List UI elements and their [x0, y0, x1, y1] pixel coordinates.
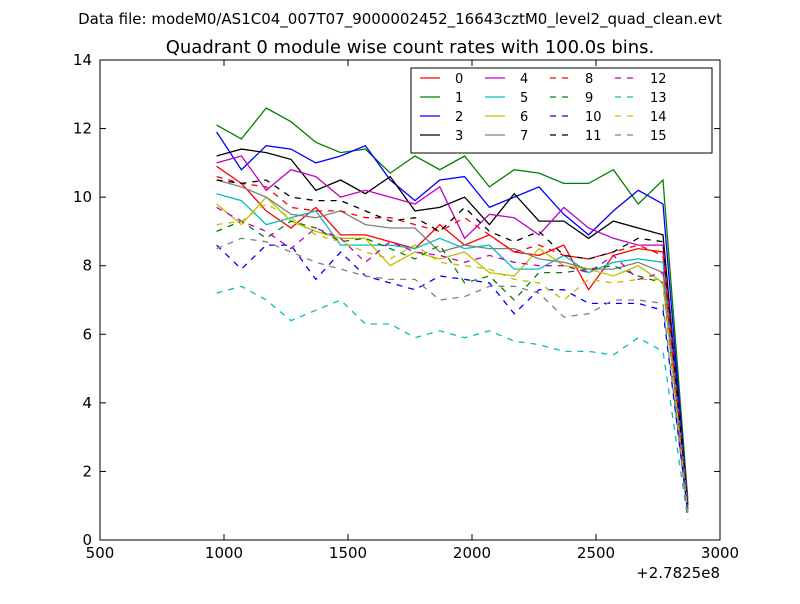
data-file-title: Data file: modeM0/AS1C04_007T07_90000024… — [78, 10, 722, 29]
legend-label-11: 11 — [585, 129, 602, 144]
series-line-2 — [216, 131, 689, 506]
x-offset-label: +2.7825e8 — [636, 564, 720, 582]
series-line-15 — [216, 237, 689, 517]
x-tick-label: 2500 — [577, 544, 615, 562]
legend-label-9: 9 — [585, 91, 593, 106]
legend-box — [410, 67, 713, 154]
legend-label-4: 4 — [520, 72, 528, 87]
series-line-10 — [216, 244, 689, 513]
y-tick-label: 14 — [73, 51, 92, 69]
series-lines — [216, 107, 689, 520]
legend-label-15: 15 — [650, 129, 667, 144]
x-tick-label: 3000 — [701, 544, 739, 562]
series-line-8 — [216, 175, 689, 510]
series-line-7 — [216, 179, 689, 513]
chart-title: Quadrant 0 module wise count rates with … — [166, 37, 655, 58]
y-tick-label: 10 — [73, 188, 92, 206]
y-tick-label: 0 — [82, 531, 92, 549]
legend-label-7: 7 — [520, 129, 528, 144]
series-line-13 — [216, 285, 689, 520]
y-tick-label: 8 — [82, 257, 92, 275]
x-tick-label: 1000 — [205, 544, 243, 562]
series-line-9 — [216, 220, 689, 513]
series-line-4 — [216, 155, 689, 506]
legend-label-8: 8 — [585, 72, 593, 87]
series-line-6 — [216, 196, 689, 510]
series-line-5 — [216, 193, 689, 510]
y-tick-label: 2 — [82, 462, 92, 480]
legend-label-6: 6 — [520, 110, 528, 125]
y-tick-label: 4 — [82, 394, 92, 412]
x-tick-label: 2000 — [453, 544, 491, 562]
x-tick-label: 500 — [86, 544, 115, 562]
series-line-0 — [216, 165, 689, 503]
series-line-12 — [216, 206, 689, 513]
legend-label-3: 3 — [455, 129, 463, 144]
legend-label-0: 0 — [455, 72, 463, 87]
axes-frame — [99, 59, 721, 541]
series-line-3 — [216, 148, 689, 506]
plot-area — [216, 107, 689, 520]
y-tick-label: 6 — [82, 325, 92, 343]
legend-label-5: 5 — [520, 91, 528, 106]
y-tick-label: 12 — [73, 120, 92, 138]
x-tick-label: 1500 — [329, 544, 367, 562]
legend-label-14: 14 — [650, 110, 667, 125]
legend-label-13: 13 — [650, 91, 667, 106]
legend-label-2: 2 — [455, 110, 463, 125]
legend-label-12: 12 — [650, 72, 667, 87]
series-line-14 — [216, 203, 689, 513]
legend-label-10: 10 — [585, 110, 602, 125]
series-line-1 — [216, 107, 689, 499]
legend-label-1: 1 — [455, 91, 463, 106]
series-line-11 — [216, 179, 689, 510]
